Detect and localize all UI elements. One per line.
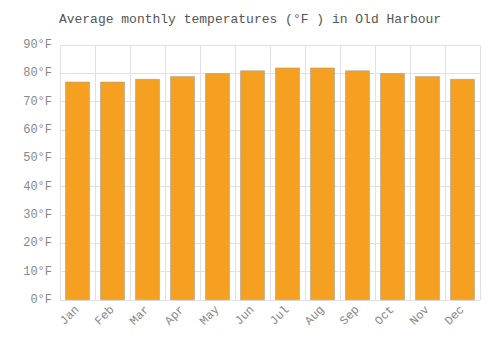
svg-text:Feb: Feb — [92, 303, 117, 328]
svg-text:20°F: 20°F — [23, 236, 52, 250]
svg-text:Jun: Jun — [232, 303, 257, 328]
svg-text:Apr: Apr — [162, 303, 187, 328]
svg-text:Dec: Dec — [442, 303, 467, 328]
svg-text:50°F: 50°F — [23, 151, 52, 165]
svg-text:0°F: 0°F — [30, 293, 52, 307]
svg-text:Average monthly temperatures (: Average monthly temperatures (°F ) in Ol… — [59, 12, 441, 27]
svg-text:Jul: Jul — [267, 303, 292, 328]
svg-text:Sep: Sep — [337, 303, 362, 328]
svg-text:60°F: 60°F — [23, 123, 52, 137]
svg-text:10°F: 10°F — [23, 265, 52, 279]
svg-text:Jan: Jan — [57, 303, 82, 328]
svg-text:70°F: 70°F — [23, 95, 52, 109]
svg-text:Mar: Mar — [127, 303, 152, 328]
svg-text:90°F: 90°F — [23, 38, 52, 52]
svg-text:80°F: 80°F — [23, 66, 52, 80]
svg-text:May: May — [197, 303, 222, 328]
svg-text:Aug: Aug — [302, 303, 327, 328]
svg-text:40°F: 40°F — [23, 180, 52, 194]
svg-text:Oct: Oct — [372, 303, 397, 328]
svg-text:30°F: 30°F — [23, 208, 52, 222]
svg-text:Nov: Nov — [407, 303, 432, 328]
